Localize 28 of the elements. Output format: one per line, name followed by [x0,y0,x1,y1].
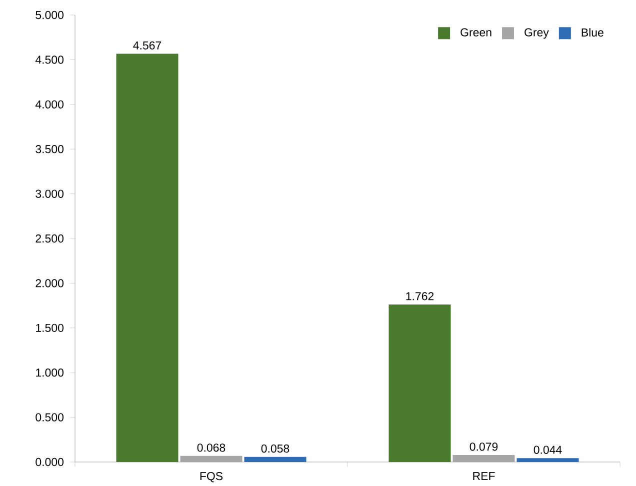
data-label: 4.567 [133,41,162,50]
bar [388,304,451,462]
y-tick-label: 1.500 [36,324,64,332]
data-label: 1.762 [406,292,434,300]
y-tick-label: 5.000 [36,10,64,20]
bar [516,458,579,462]
y-tick-label: 0.000 [36,458,64,466]
y-tick-label: 2.500 [36,234,64,243]
x-tick-label: FQS [200,472,223,482]
bar [180,456,242,462]
bar [244,456,306,462]
data-label: 0.044 [534,446,562,454]
legend-label: Blue [582,28,604,37]
y-tick-label: 4.500 [35,56,64,64]
y-tick-label: 1.000 [36,368,64,377]
legend-label: Grey [524,28,549,39]
y-tick-label: 3.000 [36,190,64,198]
y-tick-label: 3.500 [36,145,64,154]
y-tick-label: 2.000 [36,279,64,288]
bar [116,54,178,462]
legend-label: Green [460,28,492,36]
bar [452,454,515,462]
x-tick-label: REF [473,472,495,480]
y-tick-label: 4.000 [35,100,64,108]
data-label: 0.058 [261,444,290,453]
y-tick-label: 0.500 [36,413,64,422]
data-label: 0.068 [197,444,226,452]
data-label: 0.079 [470,442,498,451]
